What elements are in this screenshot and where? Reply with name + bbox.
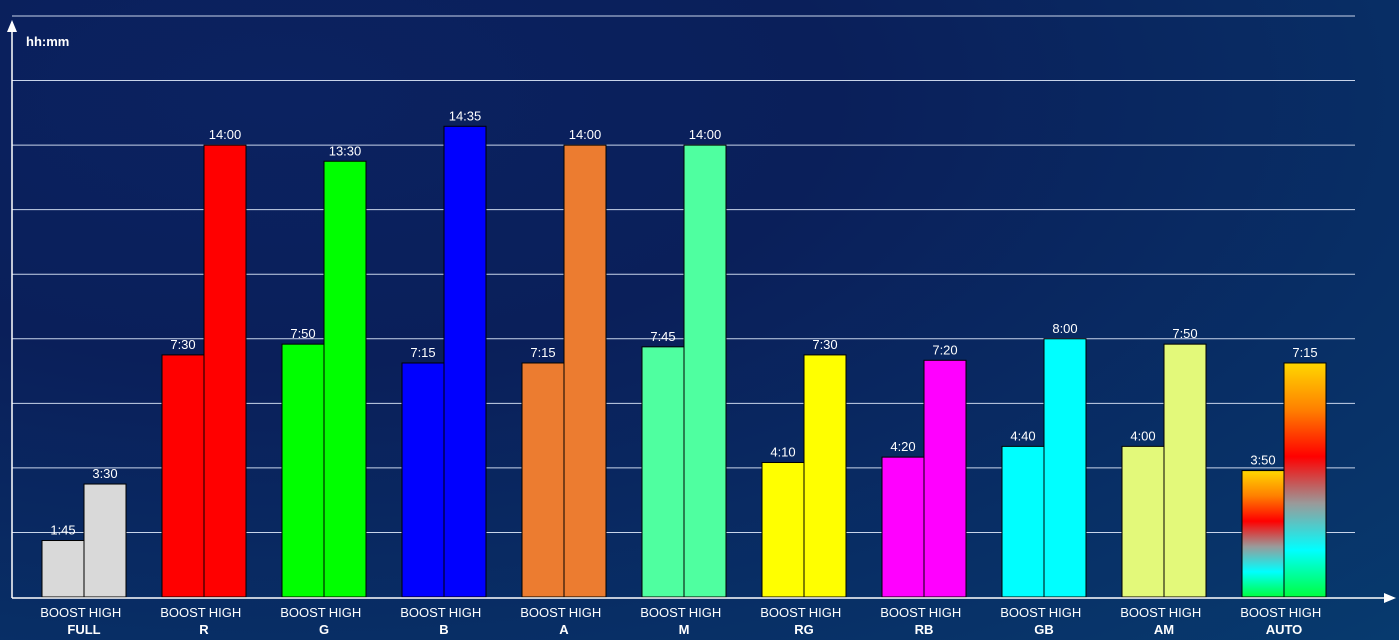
- series-tick-label: HIGH: [809, 605, 842, 620]
- value-label-b-high: 14:35: [449, 108, 482, 123]
- series-tick-label: BOOST: [160, 605, 206, 620]
- series-tick-label: HIGH: [1169, 605, 1202, 620]
- category-label-rg: RG: [794, 622, 814, 637]
- series-tick-label: HIGH: [209, 605, 242, 620]
- bar-a-high: [563, 144, 607, 598]
- category-label-g: G: [319, 622, 329, 637]
- value-label-rb-high: 7:20: [932, 342, 957, 357]
- series-tick-label: BOOST: [1000, 605, 1046, 620]
- series-tick-label: HIGH: [329, 605, 362, 620]
- value-label-rg-boost: 4:10: [770, 445, 795, 460]
- bar-gb-high: [1043, 338, 1087, 598]
- category-label-m: M: [679, 622, 690, 637]
- axes: hh:mm: [6, 20, 1396, 603]
- value-label-r-high: 14:00: [209, 127, 242, 142]
- value-label-a-high: 14:00: [569, 127, 602, 142]
- bar-g-boost: [281, 343, 325, 598]
- bar-r-boost: [161, 354, 205, 598]
- series-tick-label: BOOST: [640, 605, 686, 620]
- category-label-a: A: [559, 622, 569, 637]
- series-tick-label: BOOST: [280, 605, 326, 620]
- value-label-gb-boost: 4:40: [1010, 428, 1035, 443]
- category-label-b: B: [439, 622, 448, 637]
- bar-rg-high: [803, 354, 847, 598]
- series-tick-label: HIGH: [929, 605, 962, 620]
- bar-rb-boost: [881, 456, 925, 598]
- bar-r-high: [203, 144, 247, 598]
- bar-g-high: [323, 160, 367, 598]
- series-tick-label: HIGH: [1289, 605, 1322, 620]
- bar-am-boost: [1121, 445, 1165, 598]
- category-label-am: AM: [1154, 622, 1174, 637]
- bar-auto-boost: [1241, 470, 1285, 598]
- bar-rg-boost: [761, 462, 805, 598]
- data-labels: 1:45 3:30 7:30 14:00 7:50 13:30 7:15 14:35 7:15 1…: [50, 108, 1317, 537]
- bar-b-high: [443, 125, 487, 598]
- value-label-auto-boost: 3:50: [1250, 453, 1275, 468]
- bar-auto-high: [1283, 362, 1327, 598]
- series-tick-label: BOOST: [40, 605, 86, 620]
- value-label-auto-high: 7:15: [1292, 345, 1317, 360]
- value-label-am-boost: 4:00: [1130, 428, 1155, 443]
- bar-gb-boost: [1001, 445, 1045, 598]
- value-label-am-high: 7:50: [1172, 326, 1197, 341]
- series-tick-label: BOOST: [400, 605, 446, 620]
- category-label-rb: RB: [915, 622, 934, 637]
- y-axis-label: hh:mm: [26, 34, 69, 49]
- bar-full-boost: [41, 540, 85, 598]
- series-tick-label: HIGH: [569, 605, 602, 620]
- value-label-rg-high: 7:30: [812, 337, 837, 352]
- series-tick-label: HIGH: [1049, 605, 1082, 620]
- category-label-auto: AUTO: [1266, 622, 1303, 637]
- value-label-gb-high: 8:00: [1052, 321, 1077, 336]
- value-label-full-high: 3:30: [92, 466, 117, 481]
- series-tick-label: BOOST: [1120, 605, 1166, 620]
- value-label-r-boost: 7:30: [170, 337, 195, 352]
- value-label-a-boost: 7:15: [530, 345, 555, 360]
- category-label-full: FULL: [67, 622, 100, 637]
- category-label-gb: GB: [1034, 622, 1054, 637]
- value-label-b-boost: 7:15: [410, 345, 435, 360]
- bar-rb-high: [923, 359, 967, 598]
- bar-m-boost: [641, 346, 685, 598]
- series-tick-label: BOOST: [760, 605, 806, 620]
- series-tick-label: HIGH: [89, 605, 122, 620]
- bar-a-boost: [521, 362, 565, 598]
- series-tick-label: HIGH: [449, 605, 482, 620]
- series-tick-label: BOOST: [520, 605, 566, 620]
- bars: [41, 125, 1327, 598]
- bar-b-boost: [401, 362, 445, 598]
- category-label-r: R: [199, 622, 209, 637]
- value-label-g-boost: 7:50: [290, 326, 315, 341]
- value-label-m-high: 14:00: [689, 127, 722, 142]
- series-tick-label: HIGH: [689, 605, 722, 620]
- bar-m-high: [683, 144, 727, 598]
- value-label-m-boost: 7:45: [650, 329, 675, 344]
- value-label-rb-boost: 4:20: [890, 439, 915, 454]
- value-label-g-high: 13:30: [329, 143, 362, 158]
- bar-am-high: [1163, 343, 1207, 598]
- value-label-full-boost: 1:45: [50, 523, 75, 538]
- bar-full-high: [83, 483, 127, 598]
- series-tick-label: BOOST: [1240, 605, 1286, 620]
- series-tick-label: BOOST: [880, 605, 926, 620]
